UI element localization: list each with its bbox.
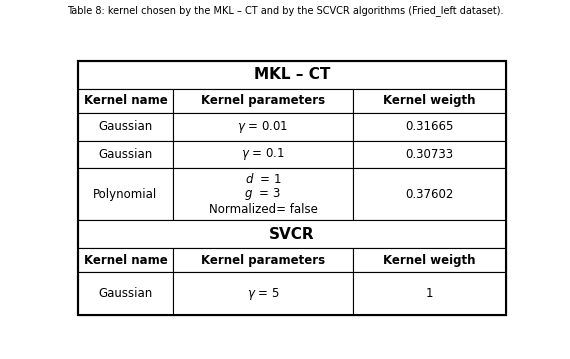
- Text: $\gamma$ = 0.1: $\gamma$ = 0.1: [241, 146, 285, 163]
- Bar: [78, 168, 173, 220]
- Bar: [173, 141, 353, 168]
- Bar: [78, 89, 173, 113]
- Text: Kernel parameters: Kernel parameters: [201, 94, 325, 107]
- Text: Kernel weigth: Kernel weigth: [384, 253, 476, 266]
- Bar: [78, 141, 173, 168]
- Text: Kernel name: Kernel name: [84, 94, 168, 107]
- Text: 1: 1: [426, 287, 433, 300]
- Text: Gaussian: Gaussian: [98, 120, 153, 133]
- Bar: [78, 272, 173, 315]
- Text: 0.30733: 0.30733: [406, 148, 454, 161]
- Bar: [353, 113, 506, 141]
- Text: Kernel parameters: Kernel parameters: [201, 253, 325, 266]
- Text: MKL – CT: MKL – CT: [254, 67, 330, 82]
- Text: $\gamma$ = 5: $\gamma$ = 5: [247, 286, 279, 302]
- Text: 0.31665: 0.31665: [405, 120, 454, 133]
- Text: Kernel weigth: Kernel weigth: [384, 94, 476, 107]
- Bar: [78, 248, 173, 272]
- Text: Normalized= false: Normalized= false: [209, 203, 317, 216]
- Text: $g$  = 3: $g$ = 3: [245, 186, 282, 202]
- Bar: [353, 141, 506, 168]
- Text: SVCR: SVCR: [269, 227, 315, 242]
- Text: Gaussian: Gaussian: [98, 287, 153, 300]
- Text: Polynomial: Polynomial: [93, 188, 157, 201]
- Text: Gaussian: Gaussian: [98, 148, 153, 161]
- Bar: [78, 61, 506, 89]
- Bar: [78, 220, 506, 248]
- Text: $d$  = 1: $d$ = 1: [245, 172, 282, 186]
- Text: 0.37602: 0.37602: [405, 188, 454, 201]
- Text: Table 8: kernel chosen by the MKL – CT and by the SCVCR algorithms (Fried_left d: Table 8: kernel chosen by the MKL – CT a…: [67, 5, 503, 15]
- Text: Kernel name: Kernel name: [84, 253, 168, 266]
- Bar: [353, 168, 506, 220]
- Bar: [78, 113, 173, 141]
- Bar: [173, 113, 353, 141]
- Bar: [173, 168, 353, 220]
- Text: $\gamma$ = 0.01: $\gamma$ = 0.01: [237, 119, 288, 135]
- Bar: [353, 89, 506, 113]
- Bar: [353, 272, 506, 315]
- Bar: [173, 89, 353, 113]
- Bar: [173, 248, 353, 272]
- Bar: [173, 272, 353, 315]
- Bar: [353, 248, 506, 272]
